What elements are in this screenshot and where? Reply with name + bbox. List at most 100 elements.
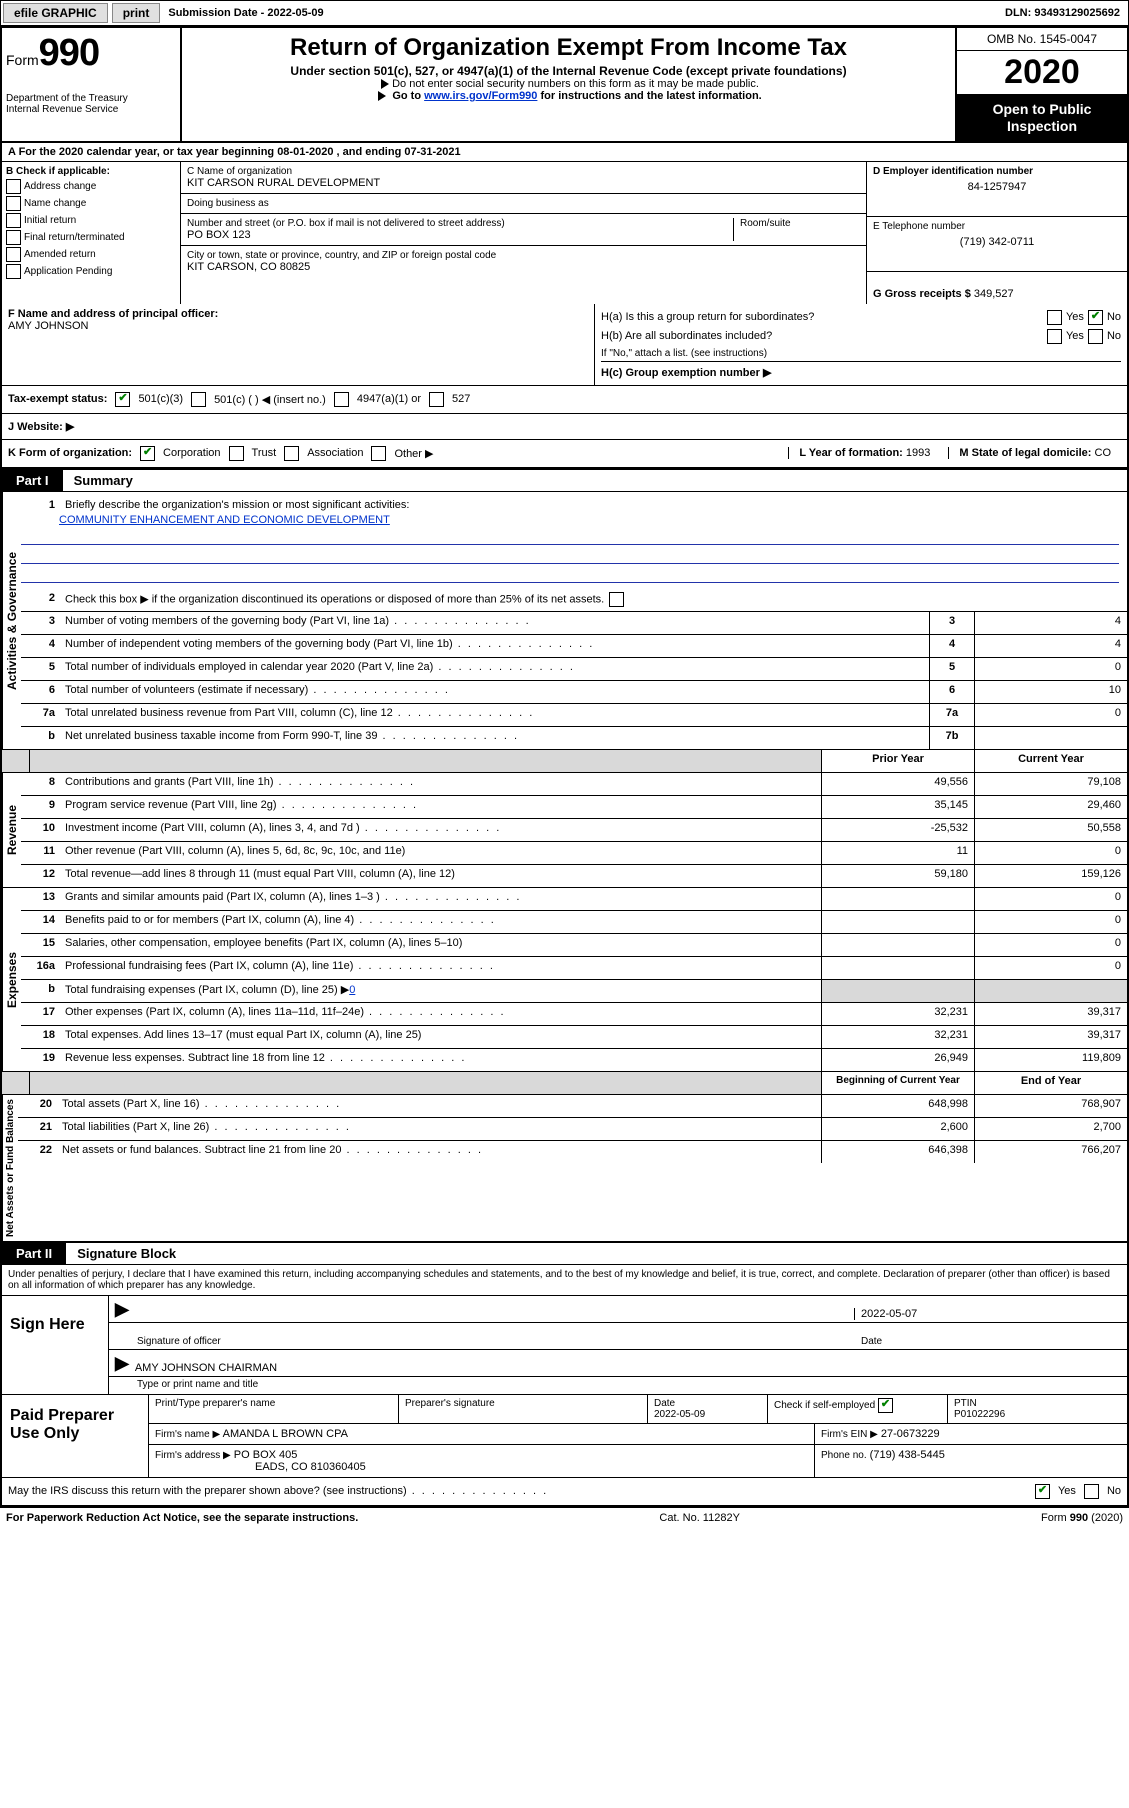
prep-date-value: 2022-05-09 — [654, 1409, 705, 1420]
dept-treasury: Department of the Treasury — [6, 93, 176, 104]
other-label: Other ▶ — [394, 447, 433, 460]
line13-curr: 0 — [974, 888, 1127, 910]
signature-declaration: Under penalties of perjury, I declare th… — [2, 1264, 1127, 1295]
app-pending-checkbox[interactable] — [6, 264, 21, 279]
line6-label: Total number of volunteers (estimate if … — [61, 681, 929, 703]
phone-value: (719) 438-5445 — [870, 1449, 945, 1461]
arrow-icon — [378, 91, 386, 101]
line16a-label: Professional fundraising fees (Part IX, … — [61, 957, 821, 979]
form-header: Form990 Department of the Treasury Inter… — [2, 28, 1127, 143]
part1-title: Summary — [66, 473, 133, 488]
line18-label: Total expenses. Add lines 13–17 (must eq… — [61, 1026, 821, 1048]
self-emp-label: Check if self-employed — [774, 1400, 875, 1411]
officer-group-block: F Name and address of principal officer:… — [2, 304, 1127, 386]
tax-status-row: Tax-exempt status: 501(c)(3) 501(c) ( ) … — [2, 386, 1127, 414]
name-change-label: Name change — [24, 198, 86, 209]
ha-yes-checkbox[interactable] — [1047, 310, 1062, 325]
discuss-yes-checkbox[interactable] — [1035, 1484, 1050, 1499]
line19-prior: 26,949 — [821, 1049, 974, 1071]
assoc-label: Association — [307, 447, 363, 459]
net-assets-tab: Net Assets or Fund Balances — [2, 1095, 18, 1241]
line15-label: Salaries, other compensation, employee b… — [61, 934, 821, 956]
line20-prior: 648,998 — [821, 1095, 974, 1117]
prep-sig-label: Preparer's signature — [398, 1395, 647, 1424]
no-label: No — [1107, 330, 1121, 342]
trust-label: Trust — [252, 447, 277, 459]
form-body: Form990 Department of the Treasury Inter… — [0, 26, 1129, 1507]
footer-cat: Cat. No. 11282Y — [659, 1512, 740, 1524]
prep-name-label: Print/Type preparer's name — [149, 1395, 398, 1424]
discuss-no-checkbox[interactable] — [1084, 1484, 1099, 1499]
ein-label: D Employer identification number — [873, 166, 1121, 177]
trust-checkbox[interactable] — [229, 446, 244, 461]
governance-tab: Activities & Governance — [2, 492, 21, 749]
firm-name-label: Firm's name ▶ — [155, 1429, 220, 1440]
form-title-block: Return of Organization Exempt From Incom… — [182, 28, 955, 141]
city-value: KIT CARSON, CO 80825 — [187, 261, 860, 273]
group-return-block: H(a) Is this a group return for subordin… — [595, 304, 1127, 385]
arrow-icon: ▶ — [115, 1299, 135, 1320]
527-checkbox[interactable] — [429, 392, 444, 407]
line2-checkbox[interactable] — [609, 592, 624, 607]
irs-link[interactable]: www.irs.gov/Form990 — [424, 90, 537, 102]
form-id-block: Form990 Department of the Treasury Inter… — [2, 28, 182, 141]
year-formation-label: L Year of formation: — [799, 447, 903, 459]
other-checkbox[interactable] — [371, 446, 386, 461]
domicile-label: M State of legal domicile: — [959, 447, 1091, 459]
expenses-section: Expenses 13Grants and similar amounts pa… — [2, 888, 1127, 1072]
prior-year-header: Prior Year — [821, 750, 974, 772]
checkboxes-b: B Check if applicable: Address change Na… — [2, 162, 181, 304]
goto-note-a: Go to — [392, 90, 424, 102]
line11-prior: 11 — [821, 842, 974, 864]
addr-change-checkbox[interactable] — [6, 179, 21, 194]
hc-label: H(c) Group exemption number ▶ — [601, 366, 771, 379]
print-button[interactable]: print — [112, 3, 161, 23]
501c3-checkbox[interactable] — [115, 392, 130, 407]
year-block: OMB No. 1545-0047 2020 Open to PublicIns… — [955, 28, 1127, 141]
mission-text[interactable]: COMMUNITY ENHANCEMENT AND ECONOMIC DEVEL… — [59, 514, 390, 526]
self-emp-checkbox[interactable] — [878, 1398, 893, 1413]
submission-date-label: Submission Date - 2022-05-09 — [164, 7, 327, 19]
final-label: Final return/terminated — [24, 232, 125, 243]
paid-preparer-label: Paid Preparer Use Only — [2, 1395, 149, 1477]
assoc-checkbox[interactable] — [284, 446, 299, 461]
tax-year-line: A For the 2020 calendar year, or tax yea… — [2, 143, 1127, 162]
line8-prior: 49,556 — [821, 773, 974, 795]
527-label: 527 — [452, 393, 470, 405]
sign-here-label: Sign Here — [2, 1296, 109, 1394]
hb-yes-checkbox[interactable] — [1047, 329, 1062, 344]
501c-checkbox[interactable] — [191, 392, 206, 407]
line11-curr: 0 — [974, 842, 1127, 864]
form-number: 990 — [39, 32, 99, 74]
app-pending-label: Application Pending — [24, 266, 112, 277]
line16b-value[interactable]: 0 — [349, 984, 355, 996]
ha-no-checkbox[interactable] — [1088, 310, 1103, 325]
current-year-header: Current Year — [974, 750, 1127, 772]
efile-button[interactable]: efile GRAPHIC — [3, 3, 108, 23]
line20-curr: 768,907 — [974, 1095, 1127, 1117]
firm-addr1: PO BOX 405 — [234, 1449, 298, 1461]
entity-block: B Check if applicable: Address change Na… — [2, 162, 1127, 304]
street-label: Number and street (or P.O. box if mail i… — [187, 218, 733, 229]
final-checkbox[interactable] — [6, 230, 21, 245]
line19-curr: 119,809 — [974, 1049, 1127, 1071]
hb-no-checkbox[interactable] — [1088, 329, 1103, 344]
line16a-prior — [821, 957, 974, 979]
street-value: PO BOX 123 — [187, 229, 733, 241]
ptin-value: P01022296 — [954, 1409, 1005, 1420]
initial-checkbox[interactable] — [6, 213, 21, 228]
part2-title: Signature Block — [69, 1246, 176, 1261]
corp-checkbox[interactable] — [140, 446, 155, 461]
dln-label: DLN: 93493129025692 — [1005, 7, 1126, 19]
name-change-checkbox[interactable] — [6, 196, 21, 211]
addr-change-label: Address change — [24, 181, 96, 192]
hb-label: H(b) Are all subordinates included? — [601, 330, 1043, 342]
officer-label: F Name and address of principal officer: — [8, 308, 588, 320]
org-name-label: C Name of organization — [187, 166, 860, 177]
firm-name-value: AMANDA L BROWN CPA — [223, 1428, 348, 1440]
line6-value: 10 — [974, 681, 1127, 703]
amended-checkbox[interactable] — [6, 247, 21, 262]
governance-section: Activities & Governance 1Briefly describ… — [2, 492, 1127, 750]
dba-label: Doing business as — [187, 198, 860, 209]
4947-checkbox[interactable] — [334, 392, 349, 407]
